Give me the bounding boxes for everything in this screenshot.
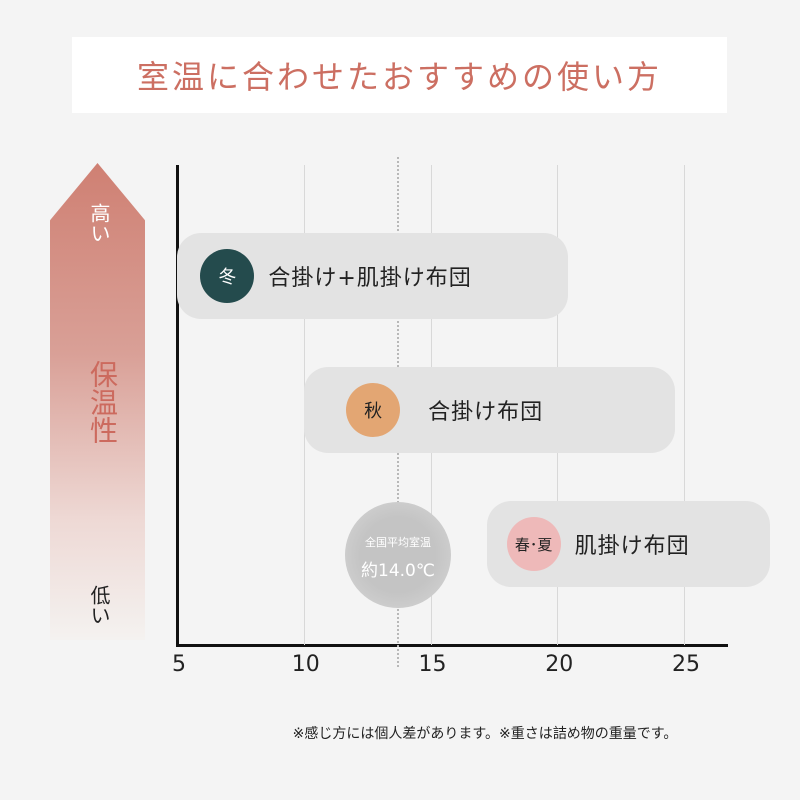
bar-label: 合掛け布団 bbox=[428, 400, 544, 425]
footnote: ※感じ方には個人差があります。※重さは詰め物の重量です。 bbox=[292, 726, 678, 742]
bar-label: 肌掛け布団 bbox=[574, 534, 690, 559]
high-label: 高い bbox=[87, 203, 111, 243]
average-value: 約14.0℃ bbox=[361, 561, 435, 581]
average-caption: 全国平均室温 bbox=[365, 536, 431, 549]
page-title: 室温に合わせたおすすめの使い方 bbox=[72, 37, 727, 113]
x-tick-label: 20 bbox=[545, 652, 574, 677]
y-axis bbox=[176, 165, 179, 647]
average-badge: 全国平均室温 約14.0℃ bbox=[345, 502, 451, 608]
warmth-label: 保温性 bbox=[86, 360, 119, 444]
x-tick-label: 5 bbox=[172, 652, 186, 677]
season-badge: 春･夏 bbox=[506, 517, 561, 571]
grid-line bbox=[684, 165, 685, 645]
range-bar: 春･夏 肌掛け布団 bbox=[486, 501, 770, 587]
x-tick-label: 15 bbox=[418, 652, 447, 677]
range-bar: 秋 合掛け布団 bbox=[304, 367, 676, 453]
warmth-arrow bbox=[50, 163, 145, 640]
bar-label: 合掛け+肌掛け布団 bbox=[268, 266, 472, 291]
season-badge: 冬 bbox=[200, 249, 255, 303]
x-tick-label: 25 bbox=[672, 652, 700, 677]
low-label: 低い bbox=[87, 585, 111, 625]
range-bar: 冬合掛け+肌掛け布団 bbox=[177, 233, 568, 319]
x-tick-label: 10 bbox=[291, 652, 320, 677]
season-badge: 秋 bbox=[346, 383, 401, 437]
x-axis bbox=[176, 644, 728, 647]
